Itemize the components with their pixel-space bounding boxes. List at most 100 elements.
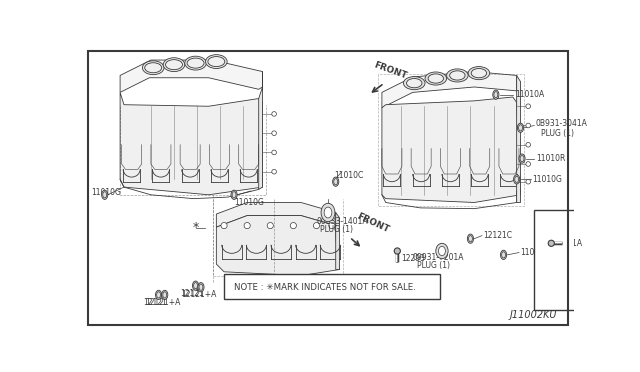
Bar [534,210,577,310]
Ellipse shape [334,179,338,185]
Text: *: * [193,221,198,234]
Polygon shape [382,97,520,202]
Ellipse shape [321,203,335,222]
Ellipse shape [467,234,474,243]
Ellipse shape [436,243,448,259]
Circle shape [526,162,531,166]
Text: 11251A: 11251A [553,239,582,248]
Text: FRONT: FRONT [372,61,408,81]
Text: PLUG (1): PLUG (1) [417,261,451,270]
Text: NOTE : ✳MARK INDICATES NOT FOR SALE.: NOTE : ✳MARK INDICATES NOT FOR SALE. [234,283,416,292]
Text: 12121: 12121 [180,289,204,298]
Text: 11010A: 11010A [515,90,545,99]
Ellipse shape [163,58,185,71]
Polygon shape [216,216,340,276]
Ellipse shape [515,176,518,183]
Ellipse shape [193,281,198,290]
Ellipse shape [231,190,237,199]
Ellipse shape [406,78,422,88]
Text: J11002KU: J11002KU [509,310,557,320]
Circle shape [526,142,531,147]
Polygon shape [382,71,516,108]
Ellipse shape [519,154,525,163]
Ellipse shape [187,58,204,68]
Text: 11010C: 11010C [520,248,550,257]
Polygon shape [336,212,340,269]
Text: 11010G: 11010G [234,198,264,207]
Circle shape [272,112,276,116]
Circle shape [221,222,227,229]
Text: 11010R: 11010R [536,154,565,163]
Circle shape [329,222,335,229]
Text: FRONT: FRONT [356,211,391,234]
Ellipse shape [145,63,162,73]
Ellipse shape [205,55,227,68]
Text: 12121+A: 12121+A [182,291,217,299]
Ellipse shape [513,175,520,184]
Ellipse shape [199,284,203,290]
Circle shape [244,222,250,229]
Polygon shape [120,60,262,92]
Ellipse shape [468,235,472,242]
Circle shape [526,104,531,109]
Bar [224,274,440,299]
Ellipse shape [166,60,182,70]
Ellipse shape [438,246,445,256]
Circle shape [291,222,296,229]
Circle shape [526,123,531,128]
Text: 11010G: 11010G [532,175,562,184]
Polygon shape [259,71,262,189]
Circle shape [272,150,276,155]
Circle shape [526,179,531,184]
Ellipse shape [494,92,498,98]
Text: 09931-7201A: 09931-7201A [413,253,464,262]
Ellipse shape [500,250,507,260]
Ellipse shape [162,290,168,299]
Ellipse shape [102,190,108,199]
Circle shape [394,248,401,254]
Ellipse shape [194,283,198,289]
Ellipse shape [517,123,524,132]
Ellipse shape [450,71,465,80]
Text: 12121: 12121 [143,298,167,307]
Polygon shape [216,202,336,227]
Ellipse shape [157,292,161,298]
Text: 11010: 11010 [543,263,568,272]
Text: 0B931-3041A: 0B931-3041A [536,119,588,128]
Ellipse shape [198,283,204,292]
Ellipse shape [143,61,164,75]
Circle shape [548,240,554,246]
Ellipse shape [518,125,522,131]
Text: 11010C: 11010C [334,171,364,180]
Ellipse shape [520,155,524,162]
Text: 11010G: 11010G [92,188,122,197]
Circle shape [314,222,319,229]
Ellipse shape [163,292,166,298]
Polygon shape [516,76,520,202]
Ellipse shape [493,90,499,99]
Polygon shape [120,92,262,195]
Circle shape [272,131,276,135]
Ellipse shape [232,192,236,198]
Text: 12293: 12293 [401,254,425,263]
Text: PLUG (1): PLUG (1) [320,225,353,234]
Circle shape [267,222,273,229]
Ellipse shape [425,72,447,85]
Text: 12121C: 12121C [484,231,513,240]
Ellipse shape [403,77,425,90]
Ellipse shape [185,56,206,70]
Text: PLUG (1): PLUG (1) [541,129,574,138]
Ellipse shape [208,57,225,67]
Ellipse shape [103,192,107,198]
Text: 12121+A: 12121+A [145,298,181,307]
Ellipse shape [156,290,162,299]
Circle shape [272,169,276,174]
Ellipse shape [333,177,339,186]
Ellipse shape [324,207,332,218]
Ellipse shape [468,67,490,80]
Ellipse shape [471,68,486,78]
Ellipse shape [502,252,506,258]
Ellipse shape [428,74,444,83]
Ellipse shape [447,69,468,82]
Text: 00933-1401A: 00933-1401A [316,217,368,226]
